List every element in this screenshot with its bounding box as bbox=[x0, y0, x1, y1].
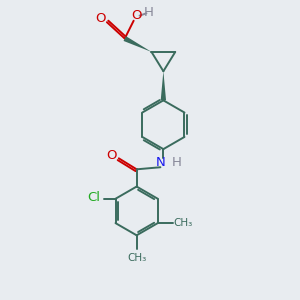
Text: CH₃: CH₃ bbox=[173, 218, 193, 228]
Polygon shape bbox=[124, 36, 152, 52]
Text: N: N bbox=[155, 156, 165, 169]
Text: CH₃: CH₃ bbox=[127, 253, 146, 262]
Text: O: O bbox=[96, 12, 106, 25]
Text: O: O bbox=[131, 9, 142, 22]
Text: O: O bbox=[107, 149, 117, 162]
Polygon shape bbox=[161, 71, 166, 100]
Text: H: H bbox=[172, 156, 182, 169]
Text: Cl: Cl bbox=[88, 191, 100, 204]
Text: H: H bbox=[144, 6, 154, 19]
